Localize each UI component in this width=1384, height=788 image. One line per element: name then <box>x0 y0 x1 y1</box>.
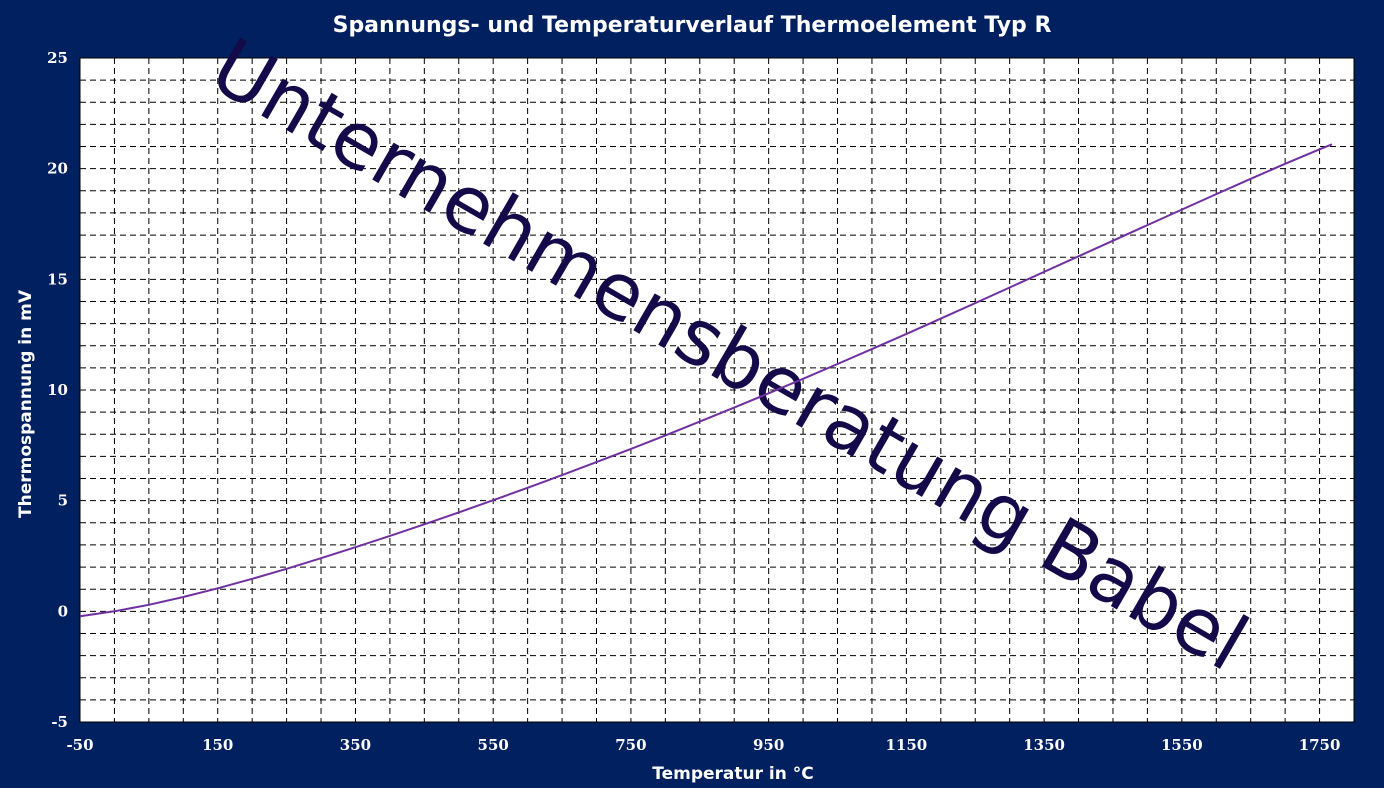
y-tick-label: 0 <box>58 602 68 620</box>
x-tick-label: 550 <box>478 736 509 754</box>
chart-title: Spannungs- und Temperaturverlauf Thermoe… <box>333 13 1052 38</box>
x-tick-label: 350 <box>340 736 371 754</box>
x-tick-label: 950 <box>753 736 784 754</box>
y-axis-label: Thermospannung in mV <box>16 289 36 518</box>
y-tick-label: -5 <box>51 713 68 731</box>
tick-labels: -50 150 350 550 750 950 1150 1350 1550 1750-50510… <box>47 49 1340 754</box>
y-tick-label: 5 <box>58 492 68 510</box>
x-tick-label: 1350 <box>1023 736 1065 754</box>
x-tick-label: 1550 <box>1161 736 1203 754</box>
y-tick-label: 15 <box>47 270 68 288</box>
y-tick-label: 25 <box>47 49 68 67</box>
x-tick-label: 750 <box>615 736 646 754</box>
y-tick-label: 20 <box>47 160 68 178</box>
y-tick-label: 10 <box>47 381 68 399</box>
x-tick-label: 1150 <box>886 736 928 754</box>
x-axis-label: Temperatur in °C <box>652 764 814 784</box>
series-line <box>79 143 1333 618</box>
plot-border <box>79 57 1355 723</box>
x-tick-label: 150 <box>202 736 233 754</box>
x-tick-label: -50 <box>66 736 93 754</box>
x-tick-label: 1750 <box>1299 736 1341 754</box>
grid-lines <box>79 57 1355 723</box>
